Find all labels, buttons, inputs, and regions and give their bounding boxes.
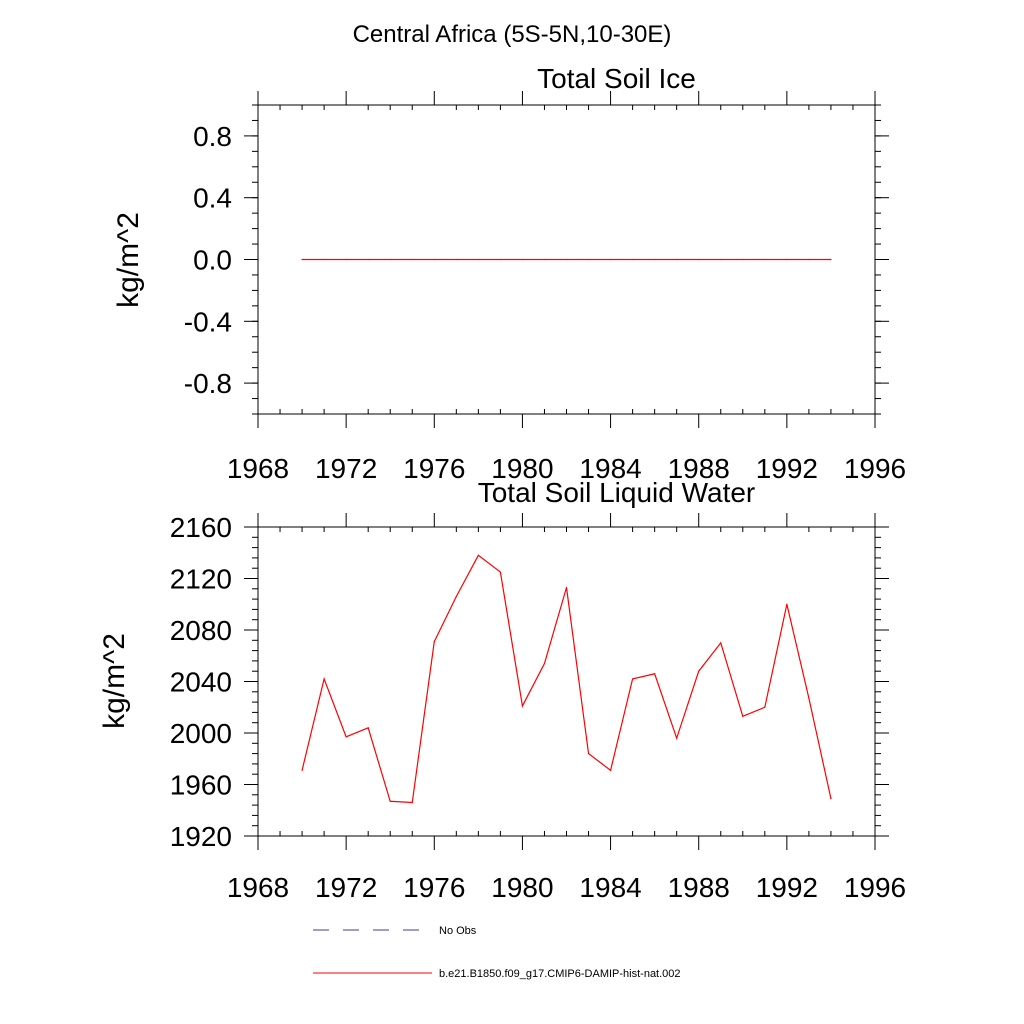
legend-label-no-obs: No Obs xyxy=(439,925,477,937)
data-point xyxy=(720,258,722,261)
data-point xyxy=(654,673,656,675)
x-tick-label: 1992 xyxy=(756,453,818,484)
data-point xyxy=(676,737,678,739)
x-tick-label: 1988 xyxy=(668,453,730,484)
data-point xyxy=(808,258,810,261)
data-point xyxy=(477,554,479,556)
chart-title: Total Soil Liquid Water xyxy=(478,477,756,508)
x-tick-label: 1968 xyxy=(227,453,289,484)
data-point xyxy=(323,678,325,680)
x-tick-label: 1972 xyxy=(315,872,377,903)
data-point xyxy=(323,258,325,261)
data-point xyxy=(587,753,590,755)
x-tick-label: 1992 xyxy=(756,872,818,903)
y-tick-label: 0.0 xyxy=(193,245,232,276)
data-point xyxy=(609,769,612,771)
data-point xyxy=(609,258,612,261)
x-tick-label: 1984 xyxy=(579,453,641,484)
y-tick-label: 2000 xyxy=(170,718,232,749)
data-point xyxy=(764,258,766,261)
x-tick-label: 1988 xyxy=(668,872,730,903)
data-point xyxy=(477,258,479,261)
data-point xyxy=(830,258,832,261)
data-point xyxy=(587,258,590,261)
data-point xyxy=(764,706,766,708)
data-point xyxy=(367,258,369,261)
data-point xyxy=(455,595,457,598)
data-point xyxy=(720,642,722,644)
y-axis-label: kg/m^2 xyxy=(98,633,131,729)
y-tick-label: 2040 xyxy=(170,667,232,698)
x-tick-label: 1980 xyxy=(491,872,553,903)
data-point xyxy=(367,727,369,729)
y-tick-label: 0.8 xyxy=(193,121,232,152)
data-point xyxy=(411,801,413,804)
data-point xyxy=(654,258,656,261)
data-point xyxy=(808,697,810,699)
x-tick-label: 1972 xyxy=(315,453,377,484)
data-point xyxy=(433,258,435,261)
data-point xyxy=(830,798,832,800)
data-point xyxy=(433,640,435,643)
data-point xyxy=(786,258,788,261)
data-point xyxy=(499,571,501,573)
data-point xyxy=(389,800,391,802)
y-tick-label: 2120 xyxy=(170,564,232,595)
data-point xyxy=(698,670,700,672)
x-tick-label: 1968 xyxy=(227,872,289,903)
series-line xyxy=(301,554,832,804)
y-axis-label: kg/m^2 xyxy=(112,212,145,308)
y-tick-label: -0.8 xyxy=(184,368,232,399)
data-point xyxy=(455,258,457,261)
data-point xyxy=(301,769,303,771)
data-point xyxy=(521,705,524,707)
y-tick-label: 2080 xyxy=(170,615,232,646)
data-point xyxy=(543,662,546,665)
data-point xyxy=(632,258,634,261)
panel-total-soil-ice: Total Soil Ice 1968 1972 1976 1980 1984 1988 19… xyxy=(112,63,906,484)
data-point xyxy=(543,258,546,261)
data-point xyxy=(742,715,744,717)
data-point xyxy=(565,586,568,589)
data-point xyxy=(389,258,391,261)
y-tick-label: -0.4 xyxy=(184,306,232,337)
x-tick-label: 1996 xyxy=(844,872,906,903)
data-point xyxy=(499,258,501,261)
data-point xyxy=(521,258,524,261)
y-tick-label: 1960 xyxy=(170,770,232,801)
chart-title: Total Soil Ice xyxy=(537,63,696,94)
data-point xyxy=(742,258,744,261)
data-point xyxy=(632,678,634,680)
data-point xyxy=(301,258,303,261)
data-point xyxy=(411,258,413,261)
data-point xyxy=(345,258,347,261)
legend: No Obs b.e21.B1850.f09_g17.CMIP6-DAMIP-h… xyxy=(313,925,681,980)
x-tick-label: 1976 xyxy=(403,872,465,903)
page-title: Central Africa (5S-5N,10-30E) xyxy=(353,21,672,48)
y-tick-label: 0.4 xyxy=(193,183,232,214)
x-tick-label: 1984 xyxy=(579,872,641,903)
data-point xyxy=(786,603,788,605)
data-point xyxy=(676,258,678,261)
x-tick-label: 1996 xyxy=(844,453,906,484)
data-point xyxy=(698,258,700,261)
x-tick-label: 1976 xyxy=(403,453,465,484)
panel-total-soil-liquid-water: Total Soil Liquid Water 1968 1972 1976 1980 1… xyxy=(98,477,906,903)
legend-label-model: b.e21.B1850.f09_g17.CMIP6-DAMIP-hist-nat… xyxy=(439,968,681,980)
x-tick-label: 1980 xyxy=(491,453,553,484)
plot-frame xyxy=(257,526,876,837)
y-tick-label: 1920 xyxy=(170,821,232,852)
y-tick-label: 2160 xyxy=(170,512,232,543)
data-point xyxy=(345,736,347,738)
data-point xyxy=(565,258,568,261)
